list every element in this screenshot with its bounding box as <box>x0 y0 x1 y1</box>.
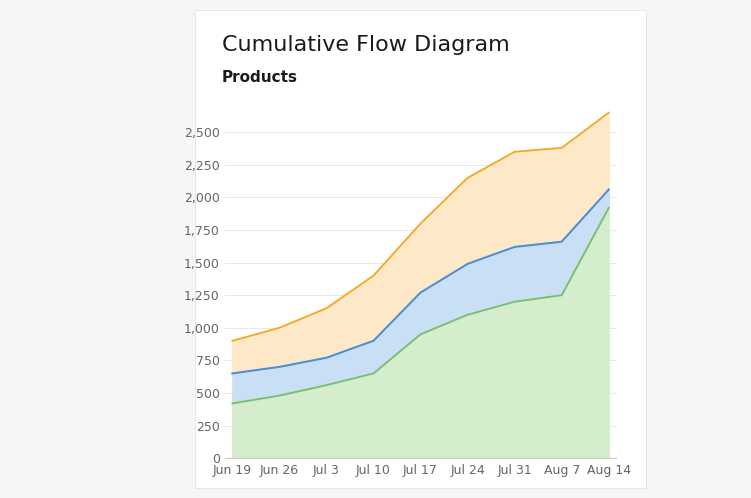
Text: Products: Products <box>222 70 297 85</box>
Text: Cumulative Flow Diagram: Cumulative Flow Diagram <box>222 35 509 55</box>
